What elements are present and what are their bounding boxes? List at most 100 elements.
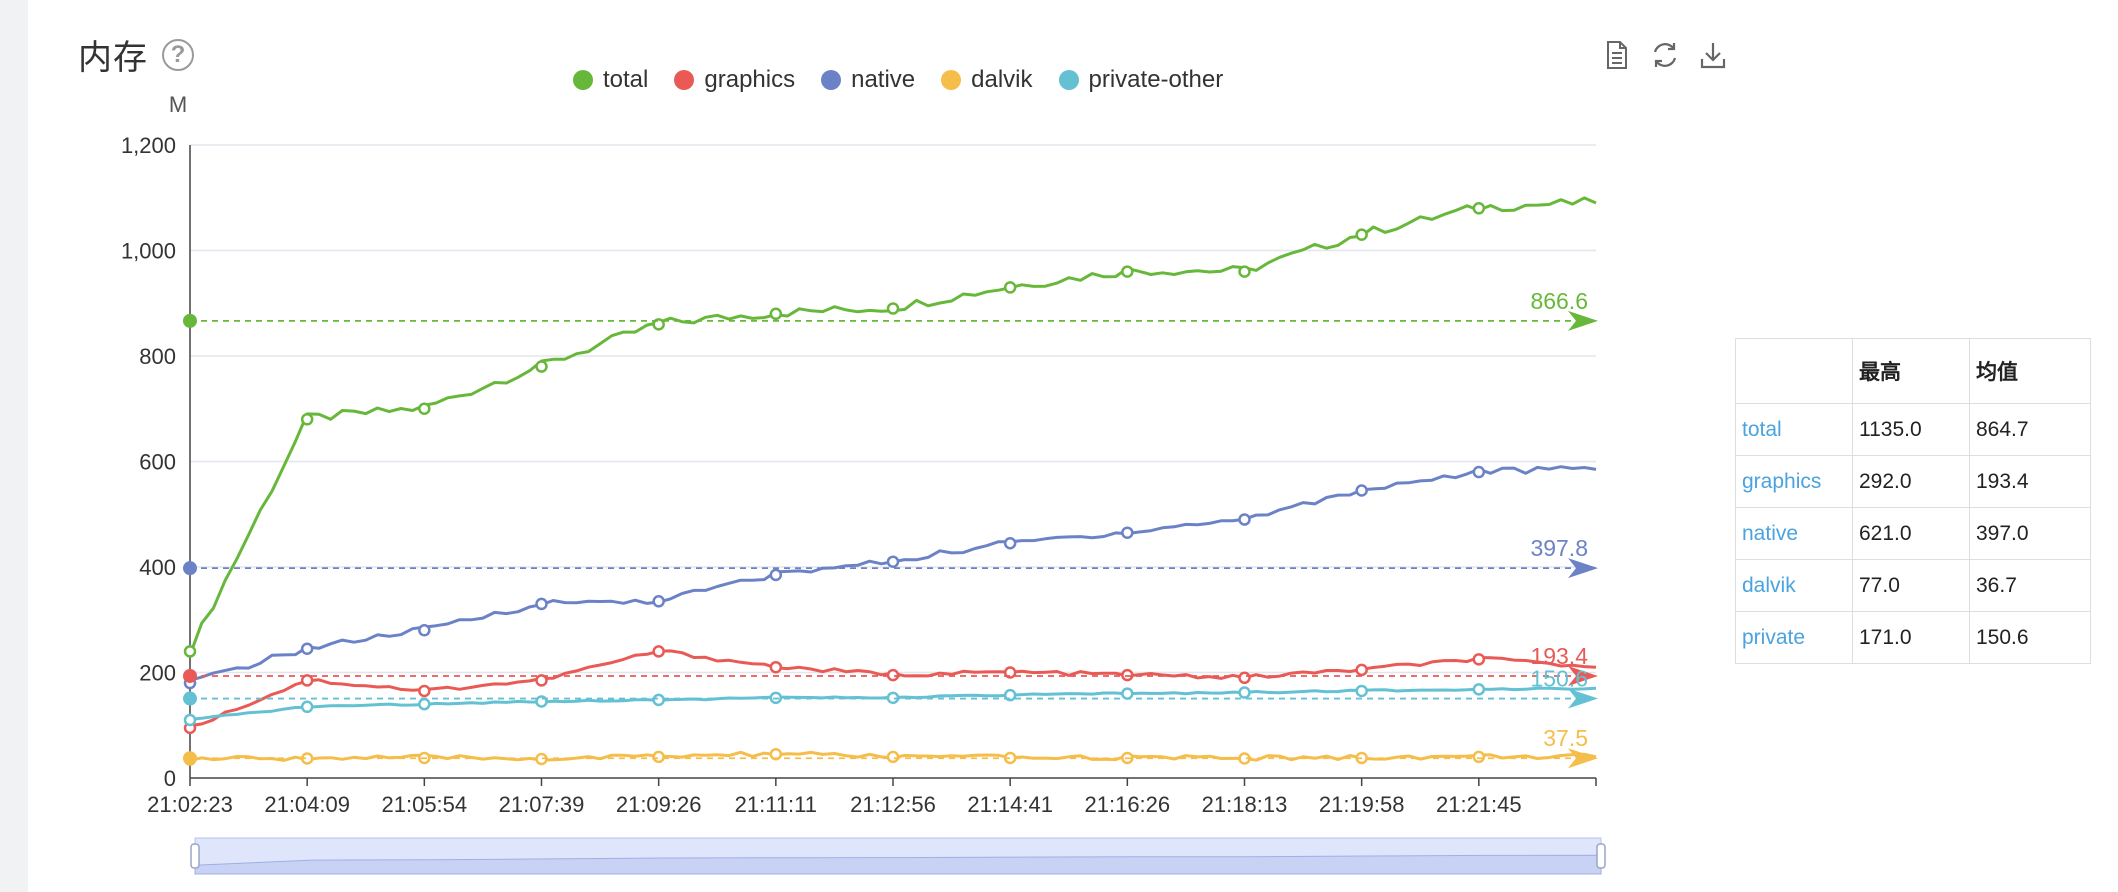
markline-arrow [1568,665,1598,686]
legend: total graphics native dalvik private-oth… [573,66,1249,94]
y-tick-label: 1,000 [121,239,176,264]
line-chart: 0 200 400 600 800 1,000 1,200 M 21:02:23 21:04:09… [121,92,1606,875]
y-tick-label: 200 [139,661,176,686]
x-tick-label: 21:11:11 [735,792,817,817]
table-row: graphics 292.0 193.4 [1735,455,2091,508]
stats-name: graphics [1735,455,1853,508]
save-image-icon[interactable] [1694,36,1732,74]
data-point-start [183,645,197,658]
data-point [1472,465,1486,479]
data-point [1238,513,1251,526]
data-point [1121,265,1134,278]
x-tick-label: 21:21:45 [1436,792,1522,817]
data-point [886,302,900,315]
stats-name: native [1735,507,1853,560]
legend-marker [941,70,962,90]
legend-item-graphics[interactable]: graphics [674,66,795,94]
legend-item-native[interactable]: native [821,66,915,94]
zoom-handle-end[interactable] [1596,843,1606,869]
x-tick-label: 21:02:23 [147,792,233,817]
legend-label: native [851,66,916,93]
data-point [652,645,665,658]
table-row: total 1135.0 864.7 [1735,403,2091,456]
stats-max: 292.0 [1852,455,1970,508]
data-point [886,555,900,568]
stats-avg: 397.0 [1969,507,2091,560]
zoom-slider-preview [194,854,1602,875]
data-point [652,693,665,707]
y-tick-label: 800 [139,344,176,369]
data-point [1121,687,1134,700]
legend-marker [573,70,593,90]
x-tick-label: 21:14:41 [967,792,1053,817]
data-point [1472,683,1486,696]
data-point [1003,666,1017,679]
x-tick-label: 21:07:39 [499,792,585,817]
x-tick-label: 21:05:54 [382,792,468,817]
series-line-native [189,465,1597,682]
x-tick-label: 21:12:56 [850,792,936,817]
legend-label: graphics [704,66,796,93]
series-line-graphics [189,649,1597,728]
markline-arrow [1568,748,1598,769]
data-point [769,568,783,582]
help-icon[interactable]: ? [162,38,194,71]
markline-label: 397.8 [1530,535,1588,561]
y-tick-label: 1,200 [121,133,176,158]
data-point [300,642,314,656]
stats-name: total [1735,403,1853,456]
data-view-icon[interactable] [1598,36,1636,74]
markline-arrow [1568,558,1598,579]
stats-header-max: 最高 [1852,338,1970,404]
y-tick-label: 0 [164,766,176,791]
data-point [652,318,665,331]
x-tick-label: 21:18:13 [1202,792,1288,817]
x-tick-label: 21:04:09 [264,792,350,817]
markline-label: 37.5 [1543,725,1588,751]
markline-arrow [1568,310,1598,331]
data-point [535,674,548,687]
legend-item-private-other[interactable]: private-other [1058,66,1223,94]
data-point [1238,671,1251,685]
data-point [1121,526,1134,539]
x-tick-label: 21:16:26 [1085,792,1171,817]
stats-name: dalvik [1735,559,1853,612]
data-point [1472,750,1486,764]
table-row: private 171.0 150.6 [1735,611,2091,664]
data-point [1472,202,1486,215]
data-point [1238,265,1251,278]
data-point [769,748,783,761]
legend-label: total [603,66,649,93]
data-point [418,402,431,415]
data-point [535,360,548,373]
y-tick-label: 600 [139,450,176,475]
legend-marker [1058,70,1079,90]
stats-avg: 150.6 [1969,611,2091,664]
data-point [418,697,431,711]
restore-icon[interactable] [1646,36,1684,74]
legend-item-total[interactable]: total [573,66,648,94]
x-tick-label: 21:09:26 [616,792,702,817]
stats-name: private [1735,611,1853,664]
data-point [418,624,431,637]
data-point [1355,484,1368,497]
legend-marker [821,70,842,90]
stats-max: 1135.0 [1852,403,1970,456]
zoom-handle-start[interactable] [190,843,200,869]
data-point [535,597,548,611]
chart-panel: 内存 ? total graphics native dalvik privat… [28,0,2118,892]
stats-max: 621.0 [1852,507,1970,560]
markline-arrow [1568,688,1598,709]
toolbox [1598,36,1742,74]
legend-item-dalvik[interactable]: dalvik [941,66,1033,94]
data-point [300,674,314,687]
data-point [1003,537,1017,550]
data-point [300,700,314,714]
x-tick-label: 21:19:58 [1319,792,1405,817]
chart-title: 内存 [78,39,148,77]
table-row: native 621.0 397.0 [1735,507,2091,560]
data-point [886,750,900,764]
data-point [652,595,665,608]
data-point [418,684,431,698]
stats-header-avg: 均值 [1969,338,2091,404]
